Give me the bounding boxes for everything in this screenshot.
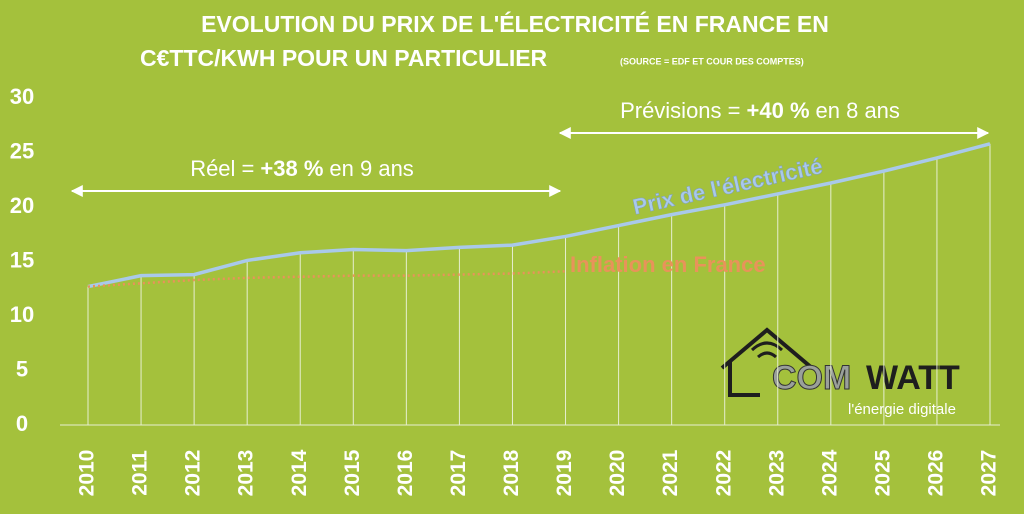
logo-wifi [750,341,784,359]
x-tick-label: 2027 [978,450,1001,497]
chart-title: EVOLUTION DU PRIX DE L'ÉLECTRICITÉ EN FR… [201,10,829,37]
x-tick-label: 2017 [447,450,470,497]
y-tick-label: 15 [10,247,34,272]
x-tick-label: 2011 [129,450,152,496]
annotation-part: +40 % [747,98,810,123]
y-tick-label: 30 [10,84,34,109]
x-tick-label: 2024 [818,449,841,496]
x-tick-label: 2013 [235,450,258,497]
logo: COM WATT l'énergie digitale [720,327,960,418]
annotation-part: en 8 ans [816,98,900,123]
y-tick-label: 10 [10,302,34,327]
x-tick-label: 2016 [394,450,417,497]
x-tick-label: 2012 [182,450,205,497]
x-tick-label: 2023 [765,450,788,497]
x-tick-label: 2021 [659,449,682,496]
x-tick-label: 2026 [924,450,947,497]
x-tick-label: 2019 [553,450,576,497]
y-tick-label: 20 [10,193,34,218]
x-tick-label: 2018 [500,449,523,496]
x-tick-label: 2015 [341,449,364,496]
y-tick-label: 25 [10,138,34,163]
x-tick-label: 2025 [871,449,894,496]
x-tick-label: 2010 [76,450,99,497]
annotation-part: Prévisions = [620,98,740,123]
annotation-part: +38 % [260,156,323,181]
annotation: Prévisions = +40 % en 8 ans [620,98,900,123]
logo-house [720,327,814,397]
x-tick-label: 2014 [288,449,311,496]
annotation-part: en 9 ans [329,156,413,181]
y-tick-label: 0 [16,411,28,436]
logo-tagline: l'énergie digitale [848,401,956,418]
y-tick-label: 5 [16,356,28,381]
annotation-part: Réel = [190,156,254,181]
chart-title: C€TTC/KWH POUR UN PARTICULIER [140,45,548,71]
annotation: Réel = +38 % en 9 ans [190,156,414,181]
x-tick-label: 2020 [606,450,629,497]
series-label: Prix de l'électricité [630,153,824,219]
x-tick-label: 2022 [712,450,735,497]
logo-text: COM [772,359,851,397]
series-line [87,142,991,289]
logo-text: WATT [866,359,960,397]
series-label: Inflation en France [570,252,766,277]
chart-subtitle: (SOURCE = EDF ET COUR DES COMPTES) [620,56,804,66]
